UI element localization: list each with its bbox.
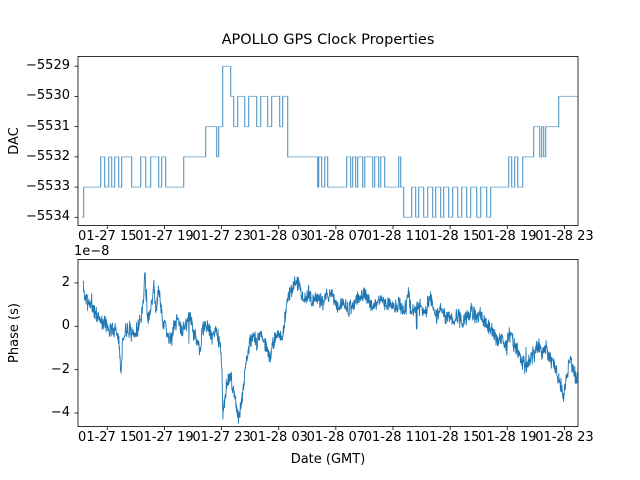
y-tick-label: −5530 (26, 88, 70, 104)
x-tick-label: 01-28 19 (478, 430, 537, 445)
dac-axes-spines (77, 56, 579, 226)
dac-step-line (81, 65, 578, 218)
phase-axes-spines (77, 259, 579, 427)
x-tick-label: 01-27 19 (135, 229, 194, 244)
y-tick-label: −5533 (26, 179, 70, 195)
x-tick-label: 01-27 15 (78, 229, 137, 244)
x-tick-label: 01-28 11 (363, 229, 423, 244)
x-tick-label: 01-28 23 (535, 229, 594, 244)
y-tick-label: −5534 (26, 209, 70, 225)
x-tick-label: 01-28 07 (306, 430, 366, 445)
phase-line (82, 272, 578, 424)
y-tick-label: −5532 (26, 148, 70, 164)
y-tick-label: 2 (61, 274, 70, 290)
x-tick-label: 01-27 23 (192, 430, 251, 445)
y-tick-label: −4 (50, 405, 70, 421)
x-tick-label: 01-28 07 (306, 229, 366, 244)
y-tick-label: 0 (61, 318, 70, 334)
y-tick-label: −5531 (26, 118, 70, 134)
x-tick-label: 01-28 03 (249, 229, 308, 244)
x-tick-label: 01-28 19 (478, 229, 537, 244)
x-tick-label: 01-27 19 (135, 430, 194, 445)
date-axis-label: Date (GMT) (290, 452, 366, 467)
x-tick-label: 01-27 15 (78, 430, 137, 445)
chart-title: APOLLO GPS Clock Properties (221, 32, 435, 48)
phase-offset-text: 1e−8 (74, 244, 110, 259)
x-tick-label: 01-28 11 (363, 430, 423, 445)
y-tick-label: −5529 (26, 58, 70, 74)
x-tick-label: 01-28 15 (420, 229, 480, 244)
y-tick-label: −2 (50, 361, 70, 377)
x-tick-label: 01-27 23 (192, 229, 251, 244)
x-tick-label: 01-28 03 (249, 430, 308, 445)
x-tick-label: 01-28 23 (535, 430, 594, 445)
dac-step-line-verticals (83, 66, 560, 218)
x-tick-label: 01-28 15 (420, 430, 480, 445)
